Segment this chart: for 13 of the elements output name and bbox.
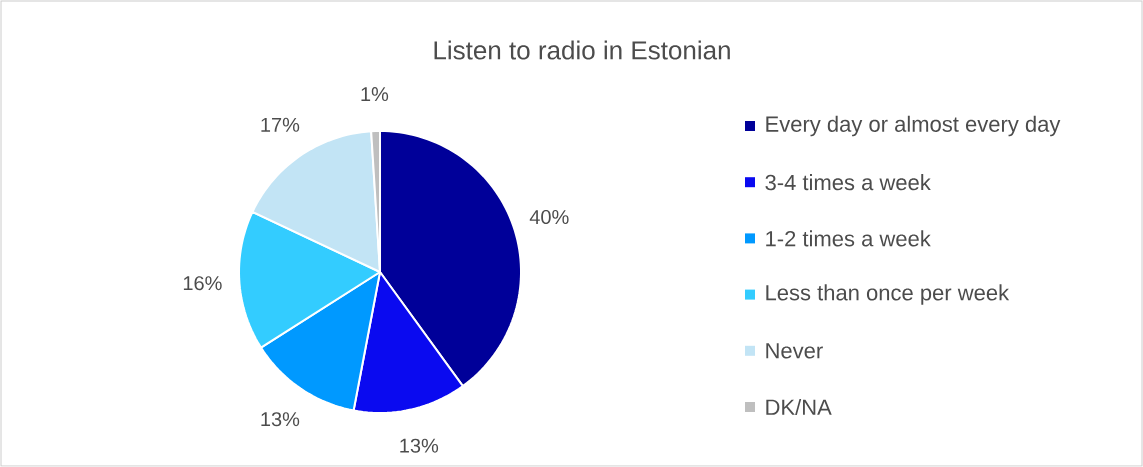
data-label: 16%	[183, 276, 222, 291]
data-label: 1%	[361, 87, 389, 102]
data-label: 40%	[529, 209, 569, 225]
data-label: 13%	[400, 438, 439, 453]
legend-label: Every day or almost every day	[766, 115, 1061, 137]
legend-label: Never	[766, 343, 823, 359]
legend-label: DK/NA	[766, 398, 832, 416]
data-label: 13%	[261, 412, 300, 427]
chart-title: Listen to radio in Estonian	[434, 40, 730, 60]
legend-label: Less than once per week	[766, 284, 1010, 305]
data-label: 17%	[261, 117, 300, 132]
legend-label: 3-4 times a week	[765, 174, 931, 191]
legend-label: 1-2 times a week	[766, 230, 931, 247]
